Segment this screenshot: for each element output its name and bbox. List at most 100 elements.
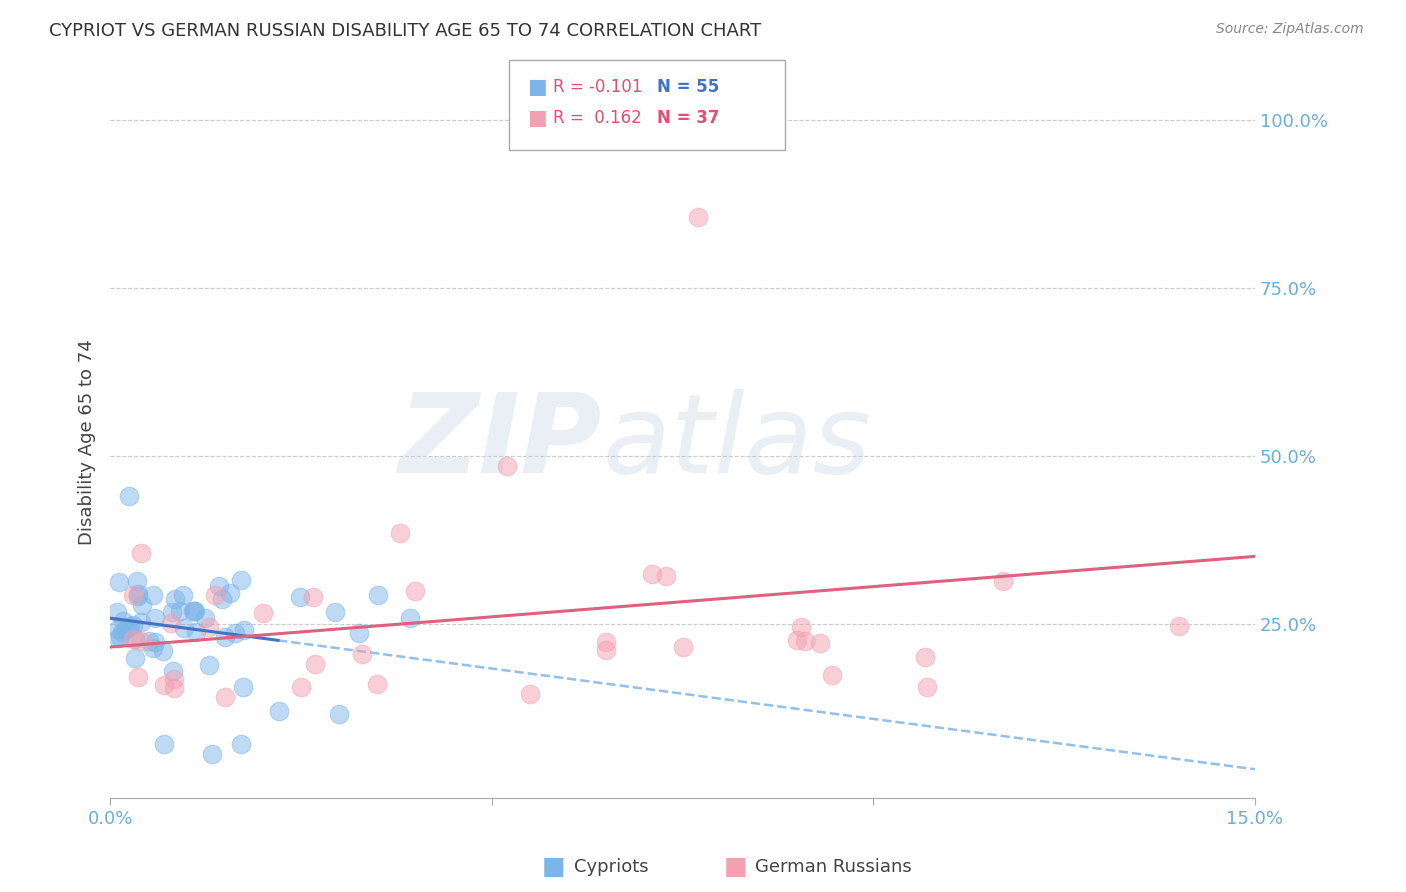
Point [121, 618, 143, 632]
Point [914, 650, 936, 665]
Point [201, 747, 224, 762]
Point [143, 611, 166, 625]
Point [302, 590, 325, 604]
Point [229, 574, 252, 588]
Point [218, 586, 240, 600]
Text: atlas: atlas [602, 389, 870, 496]
Point [142, 588, 165, 602]
Point [496, 458, 519, 473]
Point [124, 651, 146, 665]
Point [204, 588, 226, 602]
Text: Cypriots: Cypriots [574, 858, 648, 876]
Point [389, 525, 412, 540]
Point [129, 615, 152, 629]
Point [169, 604, 191, 618]
Point [107, 622, 129, 636]
Point [114, 623, 136, 637]
Text: German Russians: German Russians [755, 858, 911, 876]
Point [323, 605, 346, 619]
Point [404, 583, 426, 598]
Point [138, 633, 160, 648]
Point [991, 574, 1014, 589]
Point [290, 681, 312, 695]
Point [118, 489, 141, 503]
Point [197, 658, 219, 673]
Point [162, 672, 184, 686]
Point [790, 620, 813, 634]
Point [1167, 619, 1189, 633]
Text: CYPRIOT VS GERMAN RUSSIAN DISABILITY AGE 65 TO 74 CORRELATION CHART: CYPRIOT VS GERMAN RUSSIAN DISABILITY AGE… [49, 22, 762, 40]
Point [131, 598, 153, 612]
Text: ■: ■ [527, 108, 547, 128]
Point [184, 625, 207, 640]
Text: R = -0.101: R = -0.101 [553, 78, 643, 96]
Point [163, 681, 186, 696]
Point [181, 604, 204, 618]
Point [127, 670, 149, 684]
Point [641, 566, 664, 581]
Point [127, 590, 149, 604]
Point [105, 605, 128, 619]
Point [160, 605, 183, 619]
Point [129, 546, 152, 560]
Point [115, 621, 138, 635]
Point [120, 619, 142, 633]
Text: ■: ■ [527, 78, 547, 97]
Point [793, 634, 815, 648]
Point [366, 677, 388, 691]
Point [122, 588, 145, 602]
Point [288, 590, 311, 604]
Point [173, 621, 195, 635]
Point [198, 620, 221, 634]
Point [143, 634, 166, 648]
Point [821, 668, 844, 682]
Point [163, 592, 186, 607]
Point [232, 623, 254, 637]
Point [122, 632, 145, 647]
Point [160, 616, 183, 631]
Point [252, 606, 274, 620]
Point [142, 641, 165, 656]
Point [214, 690, 236, 705]
Point [229, 738, 252, 752]
Point [108, 630, 131, 644]
Point [686, 211, 709, 225]
Point [184, 604, 207, 618]
Point [915, 681, 938, 695]
Point [111, 614, 134, 628]
Point [152, 643, 174, 657]
Text: N = 37: N = 37 [657, 109, 718, 127]
Point [125, 574, 148, 588]
Point [153, 738, 176, 752]
Point [127, 587, 149, 601]
Point [111, 624, 134, 639]
Point [808, 636, 831, 650]
Point [595, 635, 617, 649]
Point [224, 626, 246, 640]
Point [194, 611, 217, 625]
Point [367, 589, 389, 603]
Point [399, 611, 422, 625]
Point [129, 634, 152, 648]
Point [654, 569, 676, 583]
Point [124, 632, 146, 646]
Point [786, 633, 808, 648]
Text: Source: ZipAtlas.com: Source: ZipAtlas.com [1216, 22, 1364, 37]
Point [152, 678, 174, 692]
Y-axis label: Disability Age 65 to 74: Disability Age 65 to 74 [79, 339, 96, 545]
Point [595, 643, 617, 657]
Point [172, 588, 194, 602]
Point [162, 664, 184, 678]
Point [347, 626, 370, 640]
Point [107, 575, 129, 590]
Point [352, 647, 374, 661]
Point [232, 680, 254, 694]
Text: ■: ■ [541, 855, 565, 879]
Point [107, 631, 129, 645]
Text: ZIP: ZIP [399, 389, 602, 496]
Text: N = 55: N = 55 [657, 78, 718, 96]
Point [208, 578, 231, 592]
Text: R =  0.162: R = 0.162 [553, 109, 641, 127]
Point [519, 687, 541, 701]
Point [214, 631, 236, 645]
